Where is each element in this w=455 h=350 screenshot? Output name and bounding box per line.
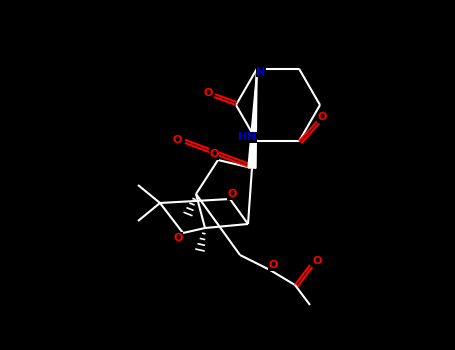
Text: N: N [256,66,266,77]
Polygon shape [248,69,257,168]
Text: O: O [228,189,237,199]
Text: O: O [312,256,322,266]
Text: O: O [209,149,219,159]
Text: O: O [203,88,212,98]
Text: O: O [317,112,327,122]
Text: HN: HN [238,132,256,142]
Text: O: O [172,135,182,145]
Text: O: O [268,260,278,270]
Text: O: O [173,233,183,243]
